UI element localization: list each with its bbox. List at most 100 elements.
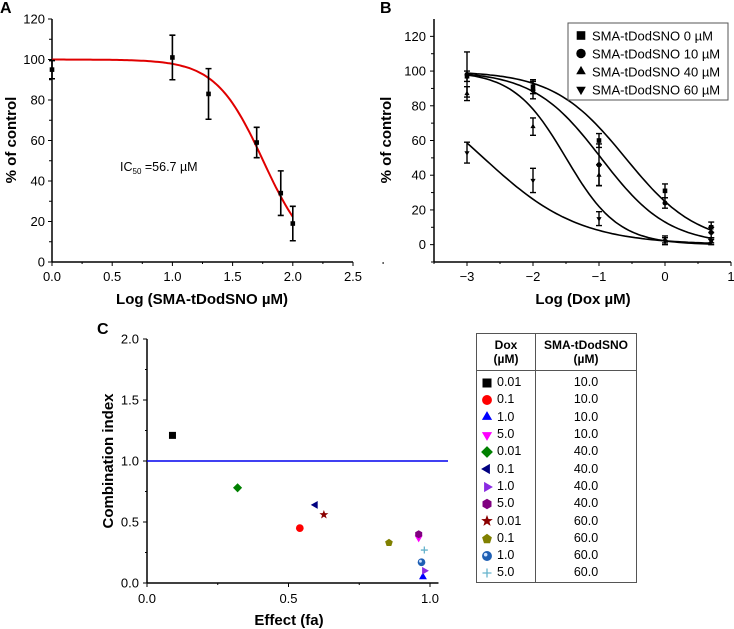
- dox-value: 0.1: [497, 461, 515, 476]
- legend-marker-icon: [482, 498, 492, 510]
- circle-marker: [482, 395, 492, 406]
- sma-cell: 60.0: [573, 513, 599, 528]
- legend-marker-icon: [484, 481, 493, 492]
- y-tick-label: 2.0: [121, 332, 139, 347]
- x-axis-label: Log (Dox µM): [535, 291, 630, 308]
- plus-marker: [482, 568, 492, 578]
- sma-cell: 60.0: [573, 548, 599, 563]
- triangle-up-marker: [481, 411, 493, 421]
- y-tick-label: 0: [419, 237, 426, 252]
- fit-curve: [466, 142, 712, 244]
- x-tick-label: 1.5: [224, 269, 242, 284]
- triangle-down-marker: [481, 431, 493, 441]
- data-point: [169, 34, 176, 81]
- y-axis-label: Combination index: [100, 393, 117, 529]
- dox-cell: 5.0: [476, 495, 536, 513]
- table-row: 5.0 10.0: [476, 425, 637, 444]
- data-point: [414, 535, 423, 543]
- plus-marker: [420, 546, 428, 554]
- legend-marker-icon: [481, 515, 493, 527]
- triangle-up-marker: [530, 123, 536, 129]
- y-tick-label: 100: [23, 52, 45, 67]
- ic50-annotation: IC50 =56.7 µM: [120, 160, 198, 176]
- dox-cell: 5.0: [476, 425, 536, 444]
- triangle-up-marker: [419, 572, 427, 580]
- sma-cell: 10.0: [573, 392, 599, 407]
- y-tick-label: 20: [412, 202, 426, 217]
- legend-label: SMA-tDodSNO 40 µM: [592, 65, 720, 80]
- triangle-down-marker: [530, 178, 536, 184]
- square-marker: [49, 67, 55, 72]
- triangle-down-marker: [662, 239, 668, 245]
- data-point: [385, 538, 393, 546]
- data-point: [415, 530, 423, 539]
- dox-value: 0.01: [497, 513, 522, 528]
- legend-marker-icon: [482, 568, 492, 578]
- legend-label: SMA-tDodSNO 60 µM: [592, 83, 720, 98]
- triangle-right-marker: [484, 481, 493, 492]
- fit-curve: [466, 73, 712, 240]
- legend-marker-icon: [481, 446, 493, 458]
- hexagon-marker: [415, 530, 423, 539]
- sma-cell: 40.0: [573, 496, 599, 511]
- legend-marker-icon: [481, 431, 493, 441]
- x-tick-label: 1.0: [421, 591, 439, 606]
- legend-marker-icon: [481, 464, 490, 475]
- dox-cell: 0.1: [476, 460, 536, 478]
- circle-marker: [576, 48, 586, 59]
- dox-cell: 0.01: [476, 512, 536, 530]
- dox-cell: 1.0: [476, 546, 536, 565]
- sma-cell: 40.0: [573, 461, 599, 476]
- dox-value: 0.1: [497, 530, 515, 545]
- table-row: 1.0 10.0: [476, 408, 637, 426]
- circle-marker: [708, 229, 714, 236]
- square-marker: [482, 378, 492, 388]
- circle-marker: [662, 200, 668, 206]
- data-point: [168, 431, 176, 439]
- square-marker: [278, 190, 284, 196]
- triangle-down-marker: [708, 239, 714, 245]
- panel-label-c: C: [97, 321, 109, 338]
- legend-marker-icon: [482, 395, 492, 406]
- table-row: 0.01 60.0: [476, 512, 637, 530]
- table-row: 0.1 60.0: [476, 529, 637, 547]
- x-tick-label: −1: [592, 269, 607, 284]
- square-marker: [254, 140, 259, 145]
- data-point: [205, 67, 212, 121]
- y-tick-label: 100: [404, 64, 426, 79]
- x-tick-label: 0.5: [279, 591, 297, 606]
- y-tick-label: 40: [31, 174, 45, 189]
- triangle-left-marker: [310, 501, 318, 509]
- dox-value: 5.0: [497, 565, 515, 580]
- x-tick-label: 0: [661, 269, 668, 284]
- triangle-right-marker: [422, 566, 429, 575]
- square-marker: [206, 91, 211, 97]
- panel-label-a: A: [0, 0, 12, 17]
- diamond-marker: [481, 446, 493, 458]
- sphere-highlight: [419, 559, 422, 563]
- x-tick-label: 0.0: [138, 591, 156, 606]
- pentagon-marker: [385, 538, 393, 546]
- dox-cell: 0.01: [476, 370, 536, 392]
- pentagon-marker: [482, 533, 492, 543]
- dox-value: 0.1: [497, 392, 515, 407]
- sphere-marker: [482, 550, 492, 561]
- y-tick-label: 80: [31, 93, 45, 108]
- table-row: 0.1 40.0: [476, 460, 637, 478]
- dox-cell: 0.1: [476, 529, 536, 547]
- x-tick-label: 0.5: [103, 269, 121, 284]
- dox-value: 1.0: [497, 478, 515, 493]
- header-sma: SMA-tDodSNO (µM): [535, 333, 637, 371]
- sma-cell: 10.0: [573, 375, 599, 390]
- square-marker: [596, 138, 602, 143]
- y-tick-label: 0.5: [121, 515, 139, 530]
- y-tick-label: 0: [38, 255, 45, 270]
- dox-cell: 0.1: [476, 391, 536, 409]
- data-point: [295, 524, 304, 532]
- legend-label: SMA-tDodSNO 0 µM: [592, 29, 713, 44]
- fit-curve: [466, 72, 712, 231]
- y-tick-label: 20: [31, 214, 45, 229]
- table-row: 0.1 10.0: [476, 391, 637, 409]
- square-marker: [170, 55, 175, 60]
